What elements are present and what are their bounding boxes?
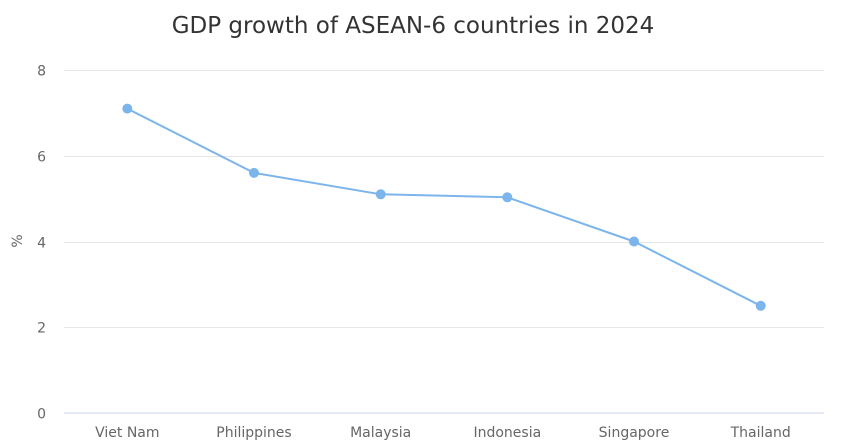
y-axis-title: % [10, 234, 26, 247]
chart-title: GDP growth of ASEAN-6 countries in 2024 [172, 13, 655, 39]
y-tick-label: 6 [37, 150, 46, 166]
data-point[interactable] [122, 103, 133, 114]
x-axis-tick-labels: Viet Nam Philippines Malaysia Indonesia Sing… [95, 425, 791, 441]
y-tick-label: 2 [37, 321, 46, 337]
y-axis-tick-labels: 0 2 4 6 8 [37, 64, 46, 423]
x-tick-label: Singapore [599, 425, 670, 441]
x-tick-label: Malaysia [350, 425, 411, 441]
y-tick-label: 4 [37, 236, 46, 252]
y-tick-label: 0 [37, 407, 46, 423]
data-point[interactable] [629, 236, 639, 247]
data-point[interactable] [249, 167, 259, 178]
x-tick-label: Viet Nam [95, 425, 159, 441]
series-line [126, 107, 762, 307]
series-group [122, 103, 766, 311]
data-point[interactable] [755, 300, 766, 311]
y-gridlines [64, 70, 824, 328]
data-point[interactable] [375, 189, 386, 200]
x-tick-label: Thailand [730, 425, 791, 441]
x-tick-label: Philippines [216, 425, 291, 441]
y-tick-label: 8 [37, 64, 46, 80]
x-tick-label: Indonesia [473, 425, 541, 441]
data-point[interactable] [502, 192, 513, 203]
